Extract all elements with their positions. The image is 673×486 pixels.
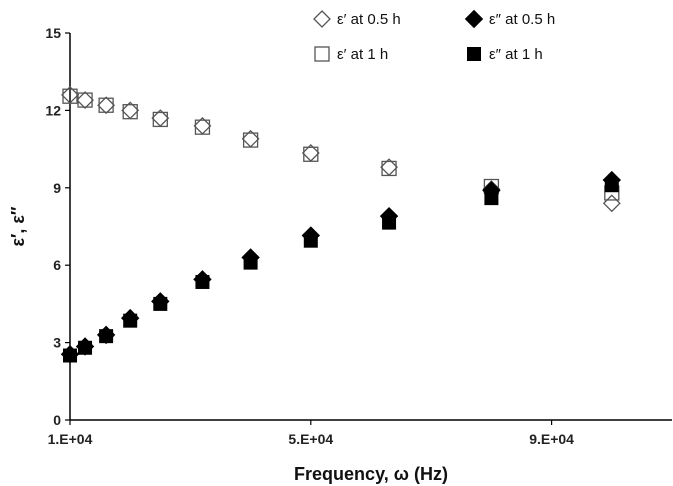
legend-label: ε″ at 0.5 h	[489, 11, 555, 28]
legend-item: ε″ at 0.5 h	[464, 9, 555, 29]
x-tick-label: 1.E+04	[48, 431, 93, 447]
y-tick-label: 9	[53, 180, 61, 196]
data-point	[242, 132, 259, 148]
data-point	[193, 270, 212, 289]
legend: ε′ at 0.5 h ε″ at 0.5 h ε′ at 1 h ε″ at 1 h	[313, 9, 555, 63]
data-point	[120, 308, 140, 328]
data-point	[241, 248, 260, 267]
y-tick-label: 6	[53, 257, 61, 273]
data-point	[75, 337, 95, 356]
legend-marker	[467, 47, 481, 61]
data-point	[152, 111, 168, 128]
legend-label: ε′ at 0.5 h	[337, 11, 401, 28]
y-tick-label: 12	[45, 102, 61, 118]
data-point	[379, 206, 399, 226]
data-point	[76, 91, 94, 109]
series-layer	[60, 86, 622, 364]
x-tick-label: 5.E+04	[288, 431, 333, 447]
y-axis-title: ε′, ε″	[8, 206, 28, 246]
data-point	[482, 181, 501, 200]
ticks: 0 3 6 9 12 15 1.E+04 5.E+04 9.E+04	[45, 25, 574, 447]
y-tick-label: 3	[53, 335, 61, 351]
legend-item: ε′ at 1 h	[314, 46, 388, 63]
data-point	[381, 160, 397, 177]
data-point	[98, 97, 114, 113]
data-point	[602, 170, 622, 190]
data-point	[97, 96, 116, 115]
legend-label: ε′ at 1 h	[337, 46, 388, 63]
data-point	[194, 119, 211, 135]
legend-marker	[313, 10, 331, 28]
data-point	[301, 226, 321, 245]
data-point	[77, 92, 93, 108]
legend-marker	[464, 9, 484, 29]
data-point	[96, 325, 116, 345]
y-tick-label: 0	[53, 412, 61, 428]
data-point	[303, 146, 319, 162]
y-tick-label: 15	[45, 25, 61, 41]
legend-item: ε″ at 1 h	[467, 46, 543, 63]
axes	[69, 33, 672, 421]
data-point	[60, 345, 80, 364]
data-point	[62, 88, 78, 104]
legend-marker	[314, 46, 330, 62]
series-diamond-filled	[60, 170, 622, 364]
data-point	[122, 104, 138, 120]
series-square-filled	[63, 178, 619, 363]
legend-item: ε′ at 0.5 h	[313, 10, 401, 28]
legend-label: ε″ at 1 h	[489, 46, 543, 63]
x-axis-title: Frequency, ω (Hz)	[294, 464, 448, 484]
series-square-open	[62, 88, 620, 201]
series-diamond-open	[61, 86, 621, 213]
x-tick-label: 9.E+04	[529, 431, 574, 447]
data-point	[602, 194, 621, 213]
data-point	[151, 292, 170, 311]
